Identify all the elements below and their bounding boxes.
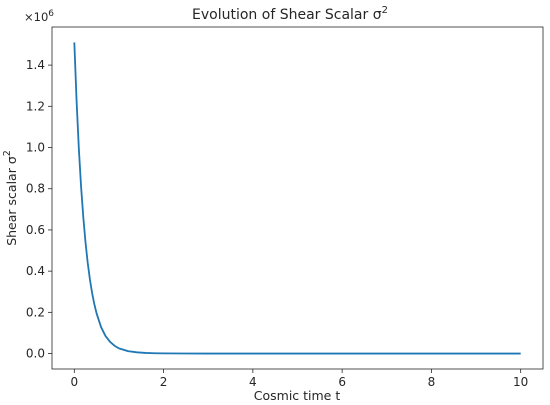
x-tick-label: 4	[249, 375, 257, 389]
x-tick-label: 6	[338, 375, 346, 389]
chart-title: Evolution of Shear Scalar σ2	[192, 5, 388, 23]
x-tick-label: 2	[160, 375, 168, 389]
axes-frame	[51, 26, 544, 370]
y-tick-label: 1.2	[26, 99, 45, 113]
series-line-0	[73, 42, 521, 355]
y-tick-label: 0.4	[26, 264, 45, 278]
x-tick-label: 0	[70, 375, 78, 389]
y-tick-label: 0.8	[26, 182, 45, 196]
y-tick-label: 0.2	[26, 305, 45, 319]
x-axis: 0 2 4 6 8 10	[70, 369, 528, 389]
y-axis: 0.0 0.2 0.4 0.6 0.8 1.0 1.2 1.4	[26, 58, 52, 361]
y-axis-offset-label: ×106	[24, 9, 54, 24]
y-tick-label: 0.0	[26, 347, 45, 361]
y-tick-label: 1.0	[26, 141, 45, 155]
y-tick-label: 1.4	[26, 58, 45, 72]
x-tick-label: 10	[513, 375, 528, 389]
x-axis-label: Cosmic time t	[254, 388, 341, 403]
plot-area	[73, 42, 521, 355]
y-axis-label: Shear scalar σ2	[2, 150, 19, 246]
y-tick-label: 0.6	[26, 223, 45, 237]
x-tick-label: 8	[428, 375, 436, 389]
